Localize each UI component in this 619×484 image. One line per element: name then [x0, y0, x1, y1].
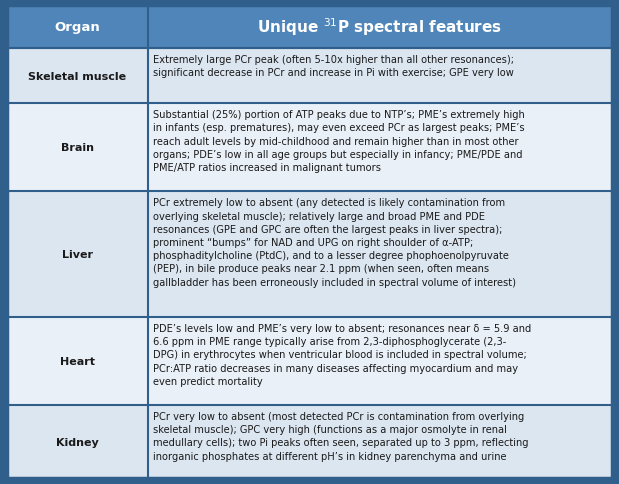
- Bar: [147, 104, 612, 192]
- Text: Brain: Brain: [61, 143, 94, 153]
- Text: PDE’s levels low and PME’s very low to absent; resonances near δ = 5.9 and
6.6 p: PDE’s levels low and PME’s very low to a…: [152, 323, 530, 386]
- Bar: [7, 49, 147, 104]
- Bar: [7, 318, 147, 406]
- Bar: [147, 6, 612, 49]
- Text: Liver: Liver: [62, 250, 93, 260]
- Bar: [7, 6, 147, 49]
- Text: Heart: Heart: [60, 356, 95, 366]
- Bar: [147, 192, 612, 318]
- Text: Organ: Organ: [54, 21, 100, 34]
- Bar: [147, 406, 612, 478]
- Text: Unique $^{31}$P spectral features: Unique $^{31}$P spectral features: [257, 17, 502, 38]
- Bar: [7, 406, 147, 478]
- Bar: [147, 49, 612, 104]
- Bar: [7, 192, 147, 318]
- Text: Kidney: Kidney: [56, 437, 99, 447]
- Text: PCr very low to absent (most detected PCr is contamination from overlying
skelet: PCr very low to absent (most detected PC…: [152, 411, 528, 461]
- Text: PCr extremely low to absent (any detected is likely contamination from
overlying: PCr extremely low to absent (any detecte…: [152, 198, 516, 287]
- Text: Skeletal muscle: Skeletal muscle: [28, 72, 126, 82]
- Bar: [147, 318, 612, 406]
- Bar: [7, 104, 147, 192]
- Text: Substantial (25%) portion of ATP peaks due to NTP’s; PME’s extremely high
in inf: Substantial (25%) portion of ATP peaks d…: [152, 110, 524, 173]
- Text: Extremely large PCr peak (often 5-10x higher than all other resonances);
signifi: Extremely large PCr peak (often 5-10x hi…: [152, 55, 514, 78]
